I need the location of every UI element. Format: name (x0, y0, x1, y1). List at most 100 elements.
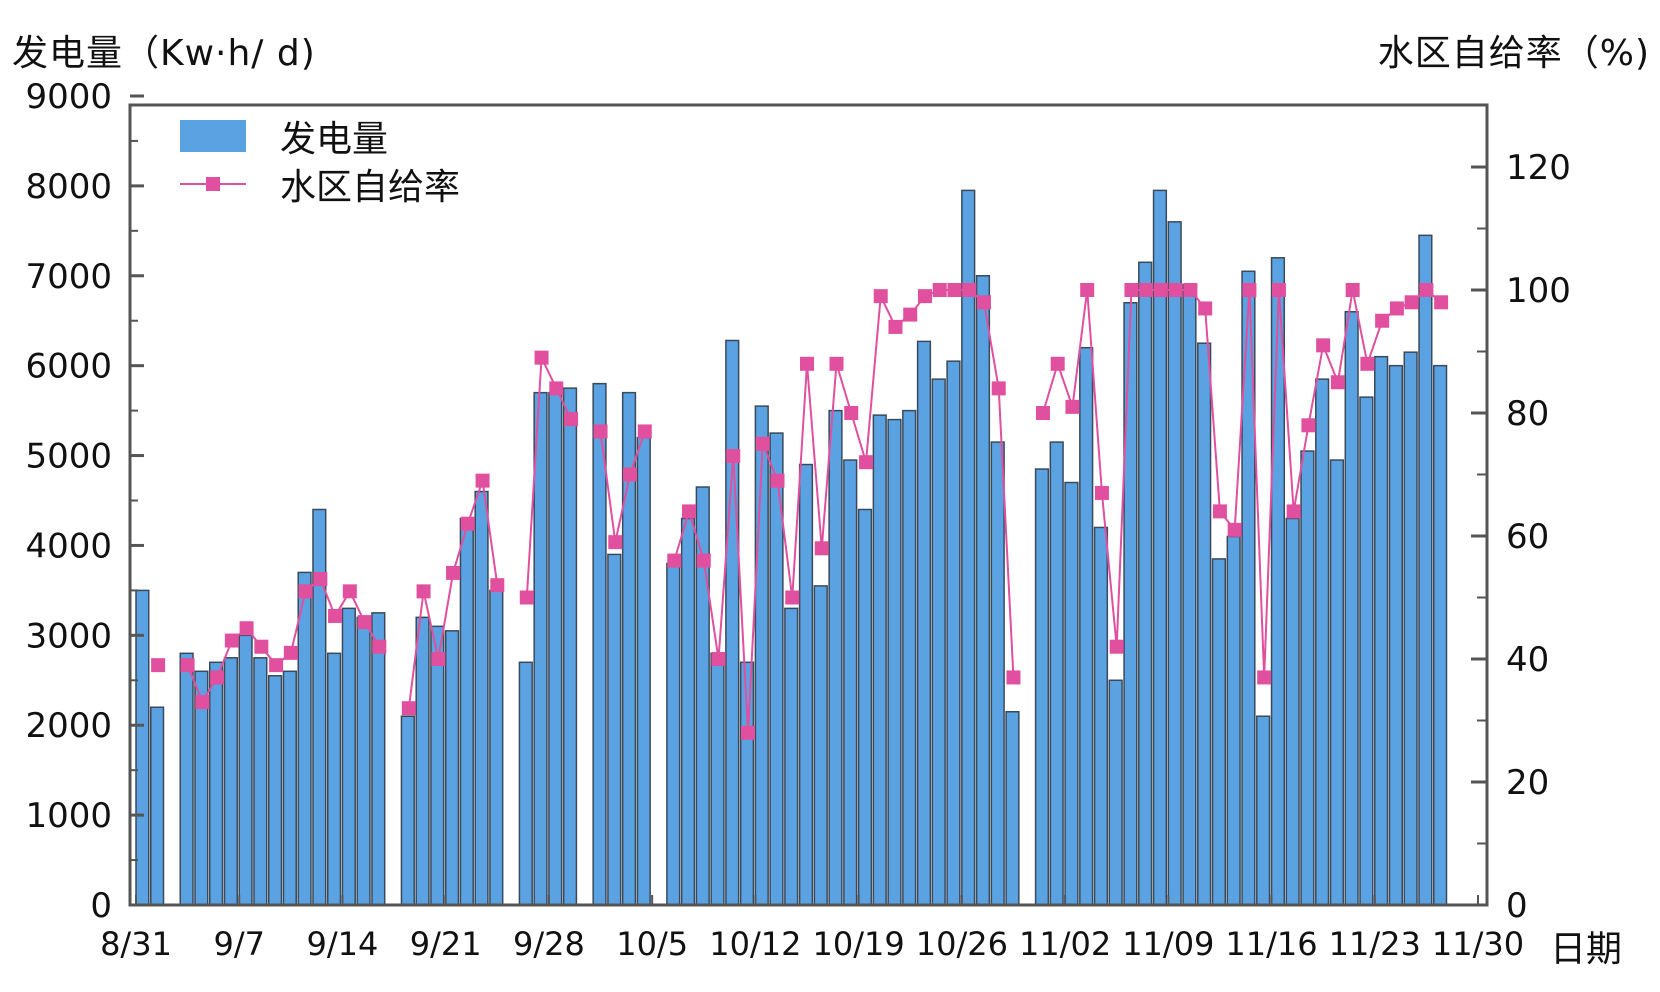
svg-text:11/23: 11/23 (1329, 925, 1421, 963)
line-marker (726, 449, 741, 464)
line-marker (1404, 295, 1419, 310)
line-marker (1271, 283, 1286, 297)
svg-text:0: 0 (1506, 886, 1528, 926)
legend-label-generation: 发电量 (280, 119, 389, 160)
line-marker (1065, 399, 1080, 414)
line-marker (800, 356, 814, 371)
line-marker (1375, 313, 1390, 328)
line-marker (1257, 670, 1272, 685)
line-marker-icon (180, 168, 246, 200)
svg-text:20: 20 (1506, 763, 1549, 803)
svg-text:10/19: 10/19 (813, 925, 905, 963)
line-marker (1345, 283, 1360, 297)
svg-text:10/26: 10/26 (916, 925, 1008, 963)
line-marker (490, 578, 505, 593)
bar (931, 378, 946, 906)
line-marker (917, 289, 932, 304)
bar (1418, 234, 1433, 906)
bar (887, 418, 902, 906)
svg-text:10/5: 10/5 (616, 925, 688, 963)
bar (1211, 558, 1227, 906)
line-marker (564, 412, 579, 427)
bar (902, 409, 917, 906)
bar (1226, 535, 1241, 906)
svg-text:9000: 9000 (25, 77, 112, 117)
line-marker (711, 652, 726, 666)
bar (208, 661, 224, 906)
legend-item-generation: 发电量 (180, 112, 460, 160)
line-marker (460, 516, 475, 531)
bar (695, 486, 710, 906)
bar (1182, 284, 1197, 906)
bar (253, 657, 268, 906)
line-marker (1360, 356, 1375, 371)
line-marker (844, 406, 859, 420)
chart-axes: 0 1000 2000 3000 4000 5000 6000 7000 8000 9000 0 20… (25, 77, 1570, 963)
line-marker (519, 590, 534, 605)
svg-text:9/21: 9/21 (410, 925, 482, 963)
svg-text:40: 40 (1506, 640, 1549, 680)
bar (1329, 459, 1345, 906)
right-axis-title: 水区自给率（%) (1377, 33, 1650, 74)
svg-text:3000: 3000 (25, 616, 112, 656)
svg-text:11/30: 11/30 (1432, 925, 1524, 963)
line-marker (1153, 283, 1168, 297)
line-marker (637, 424, 652, 439)
line-marker (534, 350, 549, 365)
svg-text:11/09: 11/09 (1122, 925, 1214, 963)
bar (828, 409, 843, 906)
bar (680, 517, 696, 906)
line-marker (357, 615, 372, 630)
bar (267, 675, 283, 906)
bar (636, 436, 651, 906)
bar (548, 391, 563, 906)
line-marker (1212, 504, 1227, 519)
svg-text:5000: 5000 (25, 437, 112, 477)
chart-legend: 发电量 水区自给率 (180, 112, 460, 208)
svg-text:80: 80 (1506, 394, 1549, 434)
bar (1374, 355, 1389, 906)
svg-text:0: 0 (90, 886, 112, 926)
line-marker (1183, 283, 1198, 297)
line-marker (858, 455, 873, 470)
bar (135, 589, 150, 906)
bar (1315, 378, 1330, 906)
line-marker (1124, 283, 1139, 297)
bar (1344, 310, 1359, 906)
line-marker (770, 473, 785, 488)
line-marker (903, 307, 918, 322)
svg-text:7000: 7000 (25, 257, 112, 297)
line-marker (755, 436, 770, 451)
bar (946, 360, 961, 906)
line-marker (1080, 283, 1095, 297)
line-marker (1035, 406, 1050, 420)
line-marker (1286, 504, 1301, 519)
line-marker (298, 584, 313, 599)
bar (1167, 221, 1182, 906)
bar (1300, 450, 1315, 906)
bar (282, 670, 297, 906)
line-marker (283, 645, 298, 660)
bar (518, 661, 533, 906)
bar (607, 553, 622, 906)
svg-text:9/28: 9/28 (513, 925, 585, 963)
bar (872, 414, 887, 906)
bar (666, 562, 681, 906)
svg-text:8000: 8000 (25, 167, 112, 207)
line-marker (1139, 283, 1154, 297)
bar (459, 517, 474, 906)
bar (341, 607, 356, 906)
left-axis-title: 发电量（Kw·h/ d) (12, 33, 316, 74)
bar (1388, 364, 1404, 906)
bar (356, 616, 371, 906)
line-marker (682, 504, 697, 519)
line-marker (416, 584, 431, 599)
bar (784, 607, 799, 906)
bar (1123, 301, 1138, 906)
svg-text:2000: 2000 (25, 706, 112, 746)
bar (725, 339, 740, 906)
bar (975, 275, 991, 906)
bar (916, 340, 932, 906)
line-marker (696, 553, 711, 568)
svg-text:6000: 6000 (25, 347, 112, 387)
